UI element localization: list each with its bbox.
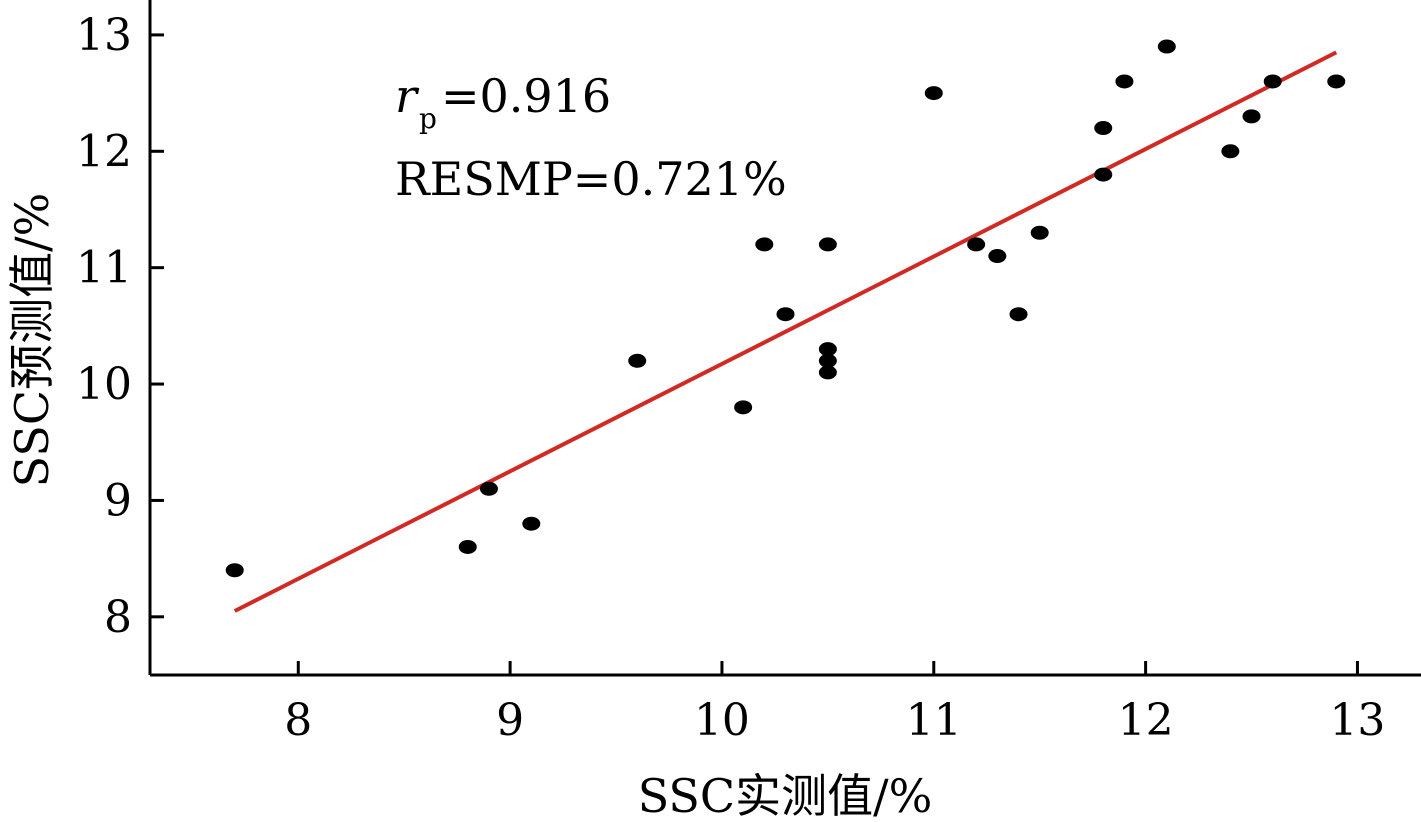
y-tick-label: 12	[76, 126, 132, 177]
data-point	[967, 237, 986, 252]
data-point	[818, 237, 837, 252]
data-point	[1030, 225, 1049, 240]
x-tick-label: 9	[496, 695, 524, 746]
x-tick-label: 10	[694, 695, 750, 746]
data-point	[628, 353, 647, 368]
data-point	[1009, 307, 1028, 322]
x-tick-label: 11	[906, 695, 962, 746]
data-point	[734, 400, 753, 415]
data-point	[225, 563, 244, 578]
r-symbol: r	[395, 69, 420, 123]
data-point	[924, 86, 943, 101]
r-subscript: p	[419, 102, 437, 135]
data-point	[1157, 39, 1176, 54]
data-point	[479, 481, 498, 496]
axes	[148, 0, 1421, 677]
y-tick-label: 9	[104, 475, 132, 526]
x-tick-label: 8	[284, 695, 312, 746]
data-point	[1094, 121, 1113, 136]
resmp-annotation: RESMP=0.721%	[395, 152, 787, 206]
y-tick-label: 8	[104, 592, 132, 643]
data-point	[755, 237, 774, 252]
data-points	[225, 39, 1346, 578]
data-point	[1094, 167, 1113, 182]
data-point	[1242, 109, 1261, 124]
y-tick-label: 10	[76, 359, 132, 410]
y-tick-label: 13	[76, 10, 132, 61]
data-point	[776, 307, 795, 322]
data-point	[1263, 74, 1282, 89]
data-point	[458, 539, 477, 554]
x-tick-label: 13	[1329, 695, 1385, 746]
y-axis-title: SSC预测值/%	[5, 193, 59, 488]
data-point	[1115, 74, 1134, 89]
r-value: =0.916	[441, 69, 611, 123]
fit-line-group	[233, 50, 1338, 613]
data-point	[988, 249, 1007, 264]
data-point	[818, 365, 837, 380]
data-point	[1221, 144, 1240, 159]
fit-line	[233, 50, 1338, 613]
r-annotation: rp=0.916	[395, 69, 611, 135]
data-point	[522, 516, 541, 531]
data-point	[1327, 74, 1346, 89]
y-tick-label: 11	[76, 243, 132, 294]
x-axis-title: SSC实测值/%	[638, 769, 933, 822]
ticks: 8 9 10 11 12 13 8 9 10 11 12 13	[76, 10, 1385, 746]
data-point	[818, 353, 837, 368]
annotations: rp=0.916 RESMP=0.721%	[395, 69, 787, 206]
x-tick-label: 12	[1118, 695, 1174, 746]
data-point	[818, 342, 837, 357]
